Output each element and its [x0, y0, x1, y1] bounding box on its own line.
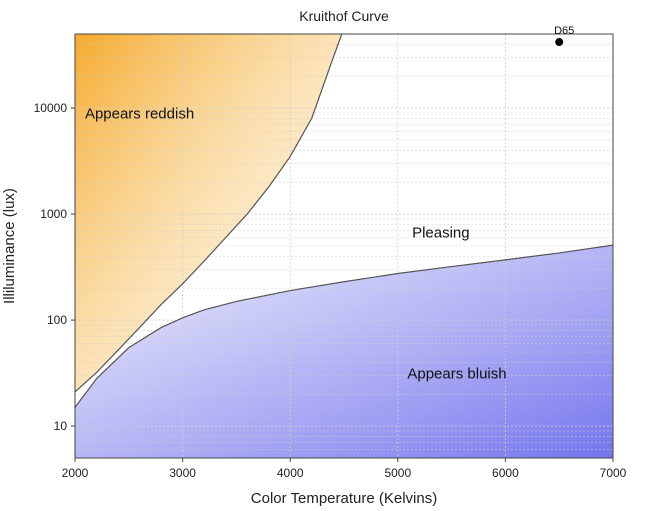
- d65-label: D65: [554, 25, 574, 37]
- x-tick-label: 2000: [62, 466, 89, 480]
- region-label: Appears bluish: [407, 366, 506, 383]
- x-tick-label: 3000: [169, 466, 196, 480]
- region-label: Pleasing: [412, 225, 470, 242]
- region-label: Appears reddish: [85, 105, 194, 122]
- series-line-0: [75, 34, 343, 393]
- y-tick-label: 10000: [34, 101, 68, 115]
- chart-title: Kruithof Curve: [299, 8, 389, 24]
- y-tick-label: 10: [54, 419, 68, 433]
- series-line-1: [75, 244, 613, 408]
- d65-marker: [555, 38, 564, 47]
- y-tick-label: 1000: [40, 207, 67, 221]
- y-axis-label: Illiluminance (lux): [1, 188, 18, 304]
- reddish-region: [75, 34, 342, 392]
- x-axis-label: Color Temperature (Kelvins): [251, 490, 437, 507]
- x-tick-label: 5000: [384, 466, 411, 480]
- plot-frame: [74, 33, 614, 459]
- grid: [74, 33, 614, 459]
- y-tick-label: 100: [47, 313, 67, 327]
- x-tick-label: 7000: [600, 466, 627, 480]
- x-tick-label: 6000: [492, 466, 519, 480]
- x-tick-label: 4000: [277, 466, 304, 480]
- bluish-region: [75, 245, 613, 458]
